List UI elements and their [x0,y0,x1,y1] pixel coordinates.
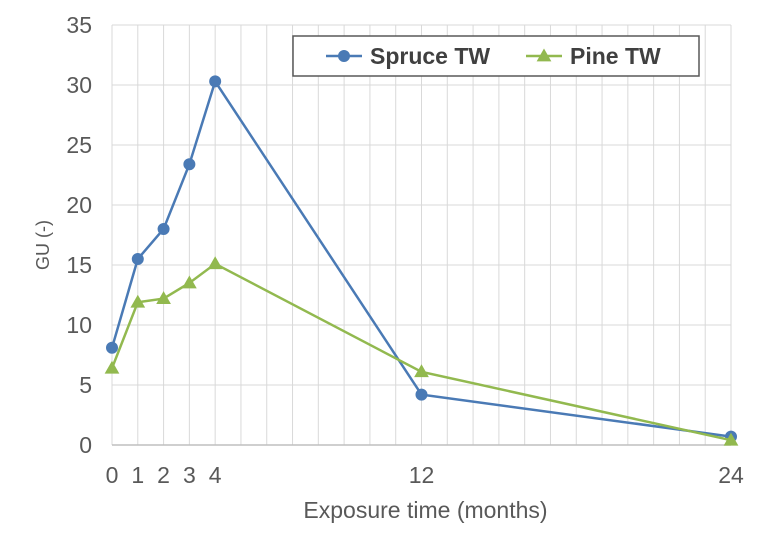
legend-label: Spruce TW [370,43,490,69]
x-tick-label: 3 [183,462,196,488]
data-point [156,291,171,304]
x-tick-label: 2 [157,462,170,488]
y-axis-title: GU (-) [33,220,53,270]
y-tick-label: 25 [66,132,92,158]
x-axis-title: Exposure time (months) [303,497,547,523]
data-point [157,223,170,235]
data-point [209,75,222,88]
series-layer [104,75,739,446]
x-tick-labels: 0 1 2 3 4 12 24 [106,462,744,488]
y-tick-label: 10 [66,312,92,338]
data-point [182,275,197,289]
data-point [130,294,146,308]
y-tick-label: 20 [66,192,92,218]
x-tick-label: 1 [131,462,144,488]
data-point [723,432,739,446]
grid [111,24,732,445]
y-tick-label: 15 [66,252,92,278]
x-tick-label: 12 [409,462,435,488]
legend-item: Pine TW [526,43,661,69]
legend-label: Pine TW [570,43,661,69]
data-point [131,253,144,265]
data-point [414,364,429,378]
data-point [415,388,428,401]
data-point [104,360,120,374]
series-pine-tw [104,256,739,446]
y-tick-label: 30 [66,72,92,98]
series-spruce-tw [106,75,737,443]
legend: Spruce TW Pine TW [292,35,700,77]
legend-item: Spruce TW [326,43,490,69]
y-tick-label: 0 [79,432,92,458]
data-point [183,158,196,171]
x-tick-label: 4 [209,462,222,488]
legend-marker [536,48,552,62]
data-point [106,341,118,354]
y-tick-label: 35 [66,12,92,38]
data-point [207,256,223,270]
x-tick-label: 0 [106,462,119,488]
y-tick-labels: 0 5 10 15 20 25 30 35 [66,12,92,458]
y-tick-label: 5 [79,372,92,398]
x-tick-label: 24 [718,462,744,488]
legend-marker [338,50,350,62]
